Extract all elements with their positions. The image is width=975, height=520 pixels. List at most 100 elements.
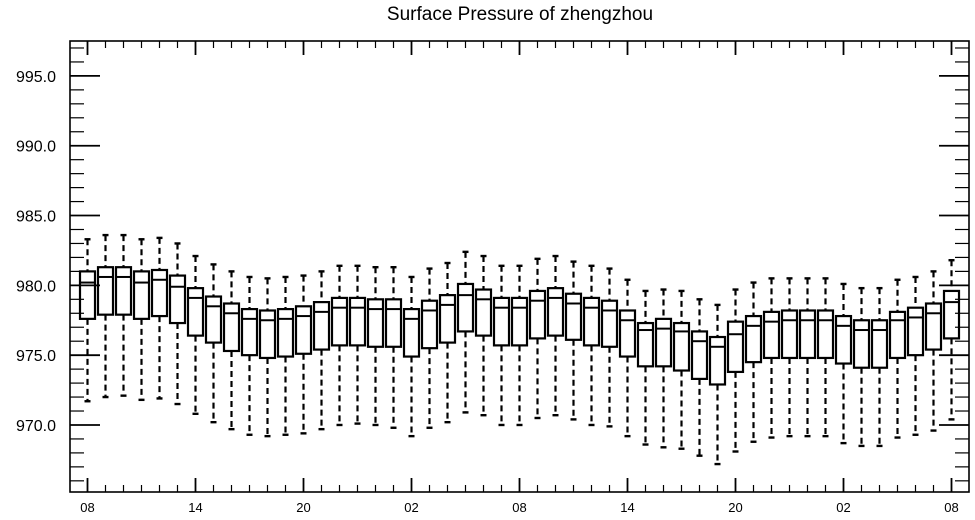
- box-body: [78, 270, 97, 320]
- x-tick-label: 20: [728, 500, 742, 515]
- box-body: [258, 309, 277, 360]
- box-body: [690, 330, 709, 381]
- box-body: [636, 321, 655, 368]
- box-body: [474, 288, 493, 337]
- axes-layer: 970.0 975.0 980.0 985.0 990.0 995.0 08 14 20 02 08…: [16, 41, 969, 515]
- box-body: [888, 310, 907, 360]
- box-body: [366, 298, 385, 348]
- box-body: [618, 309, 637, 358]
- box-body: [204, 295, 223, 344]
- box-27: [564, 260, 583, 421]
- box-6: [186, 254, 205, 416]
- box-48: [942, 259, 961, 421]
- box-22: [474, 254, 493, 417]
- box-body: [294, 305, 313, 355]
- box-41: [816, 277, 835, 438]
- box-23: [492, 264, 511, 427]
- y-tick-label: 990.0: [16, 139, 56, 156]
- box-body: [816, 309, 835, 360]
- box-body: [510, 296, 529, 347]
- box-34: [690, 298, 709, 457]
- box-body: [330, 296, 349, 347]
- box-body: [762, 310, 781, 360]
- box-36: [726, 288, 745, 453]
- box-28: [582, 264, 601, 427]
- box-8: [222, 270, 241, 431]
- x-tick-label: 02: [836, 500, 850, 515]
- box-14: [330, 264, 349, 427]
- box-body: [582, 296, 601, 347]
- x-tick-label: 08: [944, 500, 958, 515]
- x-tick-label: 14: [620, 500, 634, 515]
- box-12: [294, 274, 313, 435]
- box-body: [186, 287, 205, 337]
- box-19: [420, 267, 439, 429]
- box-body: [492, 296, 511, 347]
- box-18: [402, 275, 421, 438]
- box-body: [528, 289, 547, 340]
- y-tick-label: 970.0: [16, 418, 56, 435]
- box-11: [276, 275, 295, 436]
- box-47: [924, 270, 943, 432]
- box-46: [906, 275, 925, 436]
- box-body: [132, 270, 151, 320]
- box-3: [132, 238, 151, 402]
- box-body: [96, 266, 115, 316]
- box-body: [402, 307, 421, 358]
- box-10: [258, 277, 277, 438]
- chart-title: Surface Pressure of zhengzhou: [386, 4, 654, 25]
- box-body: [798, 309, 817, 360]
- x-tick-label: 14: [188, 500, 202, 515]
- x-tick-label: 02: [404, 500, 418, 515]
- box-body: [420, 299, 439, 350]
- box-body: [708, 335, 727, 386]
- box-15: [348, 264, 367, 425]
- box-body: [222, 302, 241, 353]
- box-39: [780, 277, 799, 438]
- box-42: [834, 282, 853, 445]
- box-43: [852, 286, 871, 448]
- box-21: [456, 250, 475, 414]
- x-tick-label: 08: [512, 500, 526, 515]
- box-5: [168, 242, 187, 406]
- box-25: [528, 257, 547, 420]
- box-35: [708, 303, 727, 466]
- box-40: [798, 277, 817, 438]
- box-body: [150, 268, 169, 318]
- box-body: [276, 307, 295, 358]
- box-body: [312, 301, 331, 351]
- box-2: [114, 233, 133, 397]
- box-7: [204, 263, 223, 424]
- box-30: [618, 278, 637, 438]
- box-9: [240, 275, 259, 436]
- box-26: [546, 254, 565, 417]
- box-body: [240, 307, 259, 357]
- box-17: [384, 265, 403, 429]
- box-body: [456, 282, 475, 333]
- box-body: [906, 306, 925, 357]
- box-0: [78, 238, 97, 403]
- box-24: [510, 264, 529, 427]
- box-body: [924, 302, 943, 351]
- x-tick-label: 08: [80, 500, 94, 515]
- box-body: [168, 274, 187, 325]
- x-tick-label: 20: [296, 500, 310, 515]
- box-20: [438, 261, 457, 424]
- box-38: [762, 277, 781, 439]
- box-body: [942, 289, 961, 340]
- box-body: [870, 319, 889, 369]
- box-1: [96, 233, 115, 399]
- box-body: [438, 294, 457, 344]
- box-body: [384, 298, 403, 348]
- box-body: [600, 299, 619, 348]
- box-body: [348, 296, 367, 347]
- box-13: [312, 270, 331, 431]
- box-44: [870, 286, 889, 448]
- box-33: [672, 289, 691, 450]
- box-body: [834, 314, 853, 365]
- y-tick-label: 995.0: [16, 69, 56, 86]
- box-body: [852, 319, 871, 369]
- box-body: [654, 317, 673, 368]
- box-body: [114, 266, 133, 316]
